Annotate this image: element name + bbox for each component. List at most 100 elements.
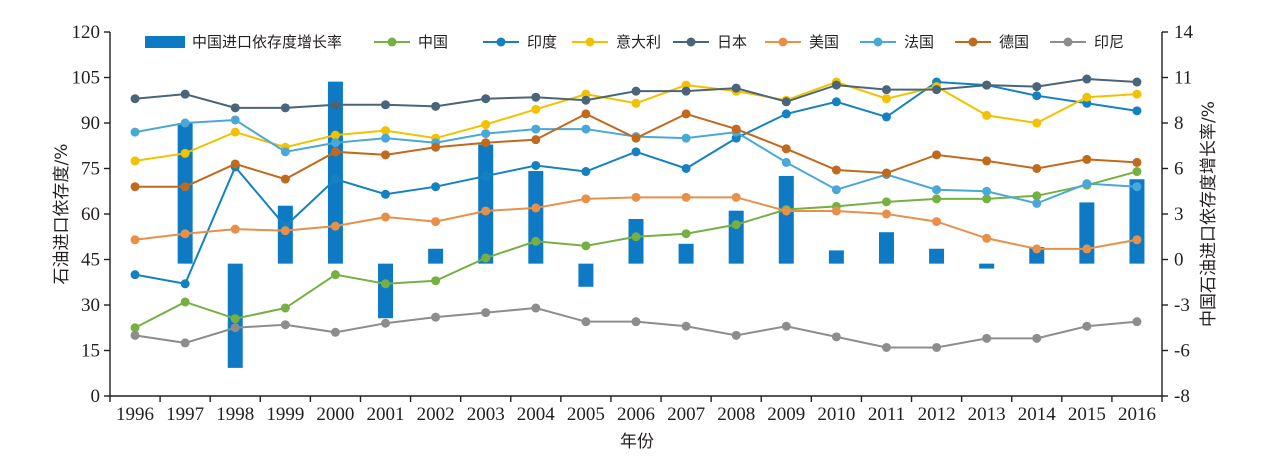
x-tick-label: 2004 <box>517 404 556 425</box>
data-point <box>130 235 140 245</box>
data-point <box>581 124 591 134</box>
data-point <box>731 330 741 340</box>
data-point <box>731 124 741 134</box>
data-point <box>1132 182 1142 192</box>
data-point <box>481 171 491 181</box>
y-tick-label-right: 11 <box>1174 68 1192 89</box>
legend-swatch-marker <box>778 37 788 47</box>
data-point <box>781 144 791 154</box>
legend-swatch-marker <box>585 37 595 47</box>
data-point <box>631 232 641 242</box>
bar <box>378 263 394 319</box>
data-point <box>982 110 992 120</box>
data-point <box>130 127 140 137</box>
data-point <box>1032 191 1042 201</box>
data-point <box>180 297 190 307</box>
data-point <box>130 182 140 192</box>
data-point <box>180 229 190 239</box>
data-point <box>381 100 391 110</box>
data-point <box>381 318 391 328</box>
data-point <box>1032 164 1042 173</box>
data-point <box>1032 198 1042 208</box>
legend-swatch-marker <box>968 37 978 47</box>
bar <box>728 210 744 264</box>
data-point <box>381 133 391 143</box>
data-point <box>230 323 240 333</box>
data-point <box>481 206 491 216</box>
data-point <box>330 327 340 337</box>
data-point <box>481 138 491 148</box>
data-point <box>381 126 391 136</box>
data-point <box>330 130 340 140</box>
data-point <box>180 338 190 348</box>
data-point <box>1082 244 1092 254</box>
data-point <box>531 203 541 213</box>
bar <box>428 248 444 264</box>
data-point <box>481 253 491 263</box>
y-tick-label-right: 0 <box>1174 250 1184 271</box>
data-point <box>881 342 891 352</box>
data-point <box>280 303 290 313</box>
data-point <box>230 224 240 234</box>
data-point <box>330 221 340 231</box>
data-point <box>481 308 491 318</box>
data-point <box>230 115 240 125</box>
y-tick-label-right: -8 <box>1174 386 1190 407</box>
legend-label: 法国 <box>904 33 934 51</box>
data-point <box>1132 235 1142 245</box>
data-point <box>330 100 340 110</box>
y-axis-title-right: 中国石油进口依存度增长率/% <box>1199 101 1219 327</box>
data-point <box>481 129 491 139</box>
data-point <box>731 83 741 93</box>
data-point <box>831 80 841 90</box>
data-point <box>631 192 641 202</box>
data-point <box>1032 244 1042 254</box>
data-point <box>330 138 340 148</box>
x-tick-label: 2001 <box>367 404 405 425</box>
data-point <box>881 94 891 104</box>
data-point <box>180 89 190 99</box>
data-point <box>280 174 290 184</box>
x-tick-label: 1999 <box>266 404 304 425</box>
data-point <box>681 164 691 173</box>
data-point <box>130 94 140 104</box>
data-point <box>1132 167 1142 177</box>
data-point <box>982 80 992 90</box>
x-tick-label: 2007 <box>667 404 705 425</box>
x-tick-label: 2005 <box>567 404 605 425</box>
bar <box>578 263 594 287</box>
data-point <box>130 270 140 280</box>
data-point <box>431 276 441 286</box>
y-tick-label-left: 120 <box>72 22 101 43</box>
data-point <box>831 165 841 175</box>
data-point <box>1132 317 1142 327</box>
data-point <box>1032 82 1042 92</box>
data-point <box>681 109 691 119</box>
y-tick-label-left: 105 <box>72 68 101 89</box>
legend-label: 印度 <box>527 33 557 51</box>
data-point <box>781 206 791 216</box>
data-point <box>831 332 841 342</box>
bar <box>1129 179 1145 264</box>
bar <box>177 123 193 264</box>
data-point <box>932 150 942 160</box>
bar-series-group <box>177 81 1145 368</box>
x-axis-title: 年份 <box>620 432 654 452</box>
data-point <box>1132 77 1142 87</box>
bar <box>478 144 494 264</box>
data-point <box>230 314 240 324</box>
legend-label: 中国 <box>418 33 448 51</box>
y-tick-label-left: 45 <box>81 250 100 271</box>
legend-swatch-marker <box>496 37 506 47</box>
data-point <box>1082 179 1092 189</box>
legend-swatch-marker <box>387 37 397 47</box>
x-tick-label: 2002 <box>417 404 455 425</box>
data-point <box>781 109 791 119</box>
data-point <box>731 192 741 202</box>
bar <box>528 170 544 264</box>
data-point <box>781 157 791 167</box>
data-point <box>431 312 441 322</box>
data-point <box>982 156 992 166</box>
data-point <box>631 317 641 327</box>
x-tick-label: 2012 <box>918 404 956 425</box>
